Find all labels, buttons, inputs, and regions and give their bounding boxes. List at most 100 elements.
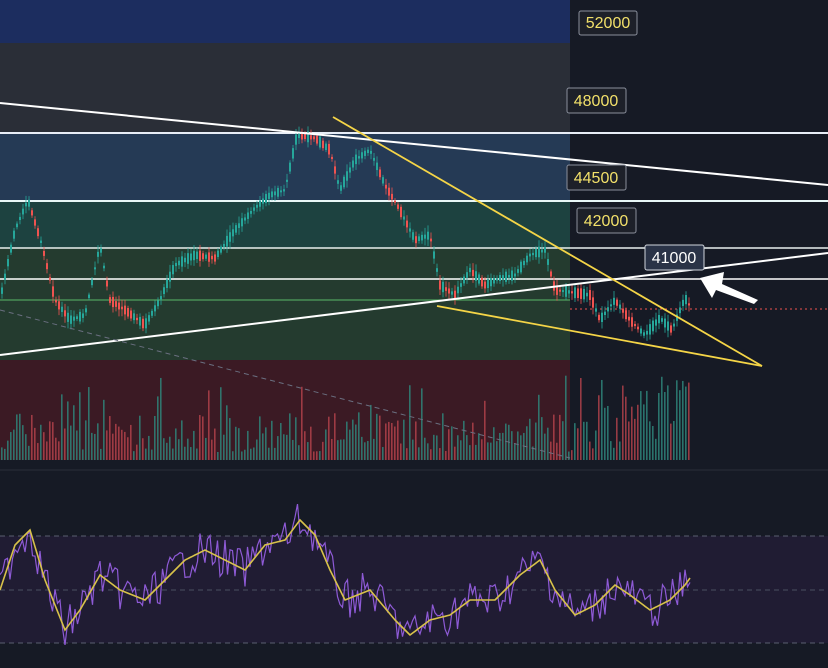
candle-body <box>346 171 348 181</box>
volume-bar <box>364 442 366 460</box>
candle-body <box>250 210 252 214</box>
volume-bar <box>481 439 483 460</box>
volume-bar <box>589 441 591 460</box>
volume-bar <box>178 439 180 460</box>
candle-body <box>349 167 351 173</box>
candle-body <box>193 250 195 261</box>
volume-bar <box>334 413 336 460</box>
volume-bar <box>628 421 630 460</box>
volume-bar <box>85 420 87 460</box>
candle-body <box>268 192 270 199</box>
candle-body <box>556 285 558 295</box>
volume-bar <box>10 432 12 460</box>
volume-bar <box>649 421 651 460</box>
volume-bar <box>316 451 318 460</box>
candle-body <box>121 306 123 310</box>
volume-bar <box>67 401 69 460</box>
volume-bar <box>43 432 45 460</box>
candle-body <box>487 279 489 289</box>
volume-bar <box>559 414 561 460</box>
candle-body <box>619 304 621 309</box>
candle-body <box>301 132 303 140</box>
volume-bar <box>151 449 153 460</box>
candle-body <box>550 271 552 277</box>
candle-body <box>49 277 51 281</box>
volume-bar <box>61 394 63 460</box>
volume-bar <box>181 420 183 460</box>
candle-body <box>238 223 240 228</box>
volume-bar <box>553 414 555 460</box>
volume-bar <box>604 407 606 460</box>
candle-body <box>139 316 141 326</box>
candle-body <box>376 162 378 171</box>
candle-body <box>88 294 90 299</box>
candle-body <box>586 292 588 297</box>
candle-body <box>517 269 519 273</box>
candle-body <box>10 244 12 253</box>
volume-bar <box>619 441 621 460</box>
zone-gray <box>0 43 570 133</box>
candle-body <box>622 308 624 313</box>
volume-bar <box>19 413 21 460</box>
volume-bar <box>295 417 297 460</box>
candle-body <box>196 251 198 260</box>
volume-bar <box>472 422 474 460</box>
candle-body <box>325 143 327 151</box>
candle-body <box>4 273 6 280</box>
volume-bar <box>652 426 654 460</box>
candle-body <box>190 253 192 261</box>
volume-bar <box>382 447 384 460</box>
volume-bar <box>49 421 51 460</box>
candle-body <box>22 208 24 215</box>
candle-body <box>460 283 462 287</box>
volume-bar <box>232 451 234 460</box>
volume-bar <box>529 418 531 460</box>
volume-bar <box>88 387 90 460</box>
volume-bar <box>541 417 543 460</box>
arrow-icon <box>700 272 758 304</box>
long-descending-trendline <box>0 102 828 186</box>
candle-body <box>46 263 48 270</box>
candle-body <box>472 269 474 277</box>
candle-body <box>1 287 3 294</box>
volume-bar <box>298 445 300 460</box>
candle-body <box>523 260 525 266</box>
candle-body <box>163 287 165 295</box>
volume-bar <box>310 426 312 460</box>
volume-bar <box>682 380 684 460</box>
wedge-upper-line <box>332 116 763 367</box>
volume-bar <box>313 451 315 460</box>
volume-bar <box>631 406 633 460</box>
candle-body <box>331 156 333 160</box>
volume-bar <box>403 419 405 460</box>
volume-bar <box>637 404 639 460</box>
volume-bar <box>490 442 492 460</box>
candle-body <box>451 291 453 295</box>
candle-body <box>469 267 471 273</box>
volume-bar <box>625 396 627 460</box>
volume-bar <box>106 430 108 460</box>
candle-body <box>64 310 66 317</box>
zone-top-blue <box>0 0 570 43</box>
candle-body <box>499 275 501 281</box>
volume-bar <box>46 441 48 460</box>
volume-bar <box>193 430 195 460</box>
volume-bar <box>73 405 75 460</box>
volume-bar <box>331 438 333 460</box>
volume-bar <box>220 387 222 460</box>
candle-body <box>61 306 63 312</box>
volume-bar <box>325 429 327 460</box>
candle-body <box>583 288 585 300</box>
volume-bar <box>223 434 225 460</box>
candle-body <box>157 300 159 307</box>
volume-bar <box>532 446 534 460</box>
candle-body <box>409 228 411 232</box>
candle-body <box>85 308 87 313</box>
candle-body <box>151 310 153 316</box>
volume-bar <box>442 413 444 460</box>
candle-body <box>400 206 402 218</box>
volume-bar <box>292 439 294 460</box>
candle-body <box>232 229 234 237</box>
candle-body <box>439 280 441 290</box>
volume-bar <box>367 440 369 460</box>
